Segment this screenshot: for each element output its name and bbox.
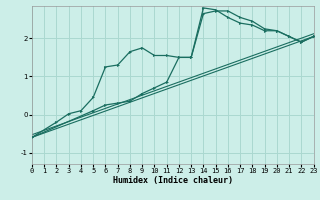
X-axis label: Humidex (Indice chaleur): Humidex (Indice chaleur): [113, 176, 233, 185]
